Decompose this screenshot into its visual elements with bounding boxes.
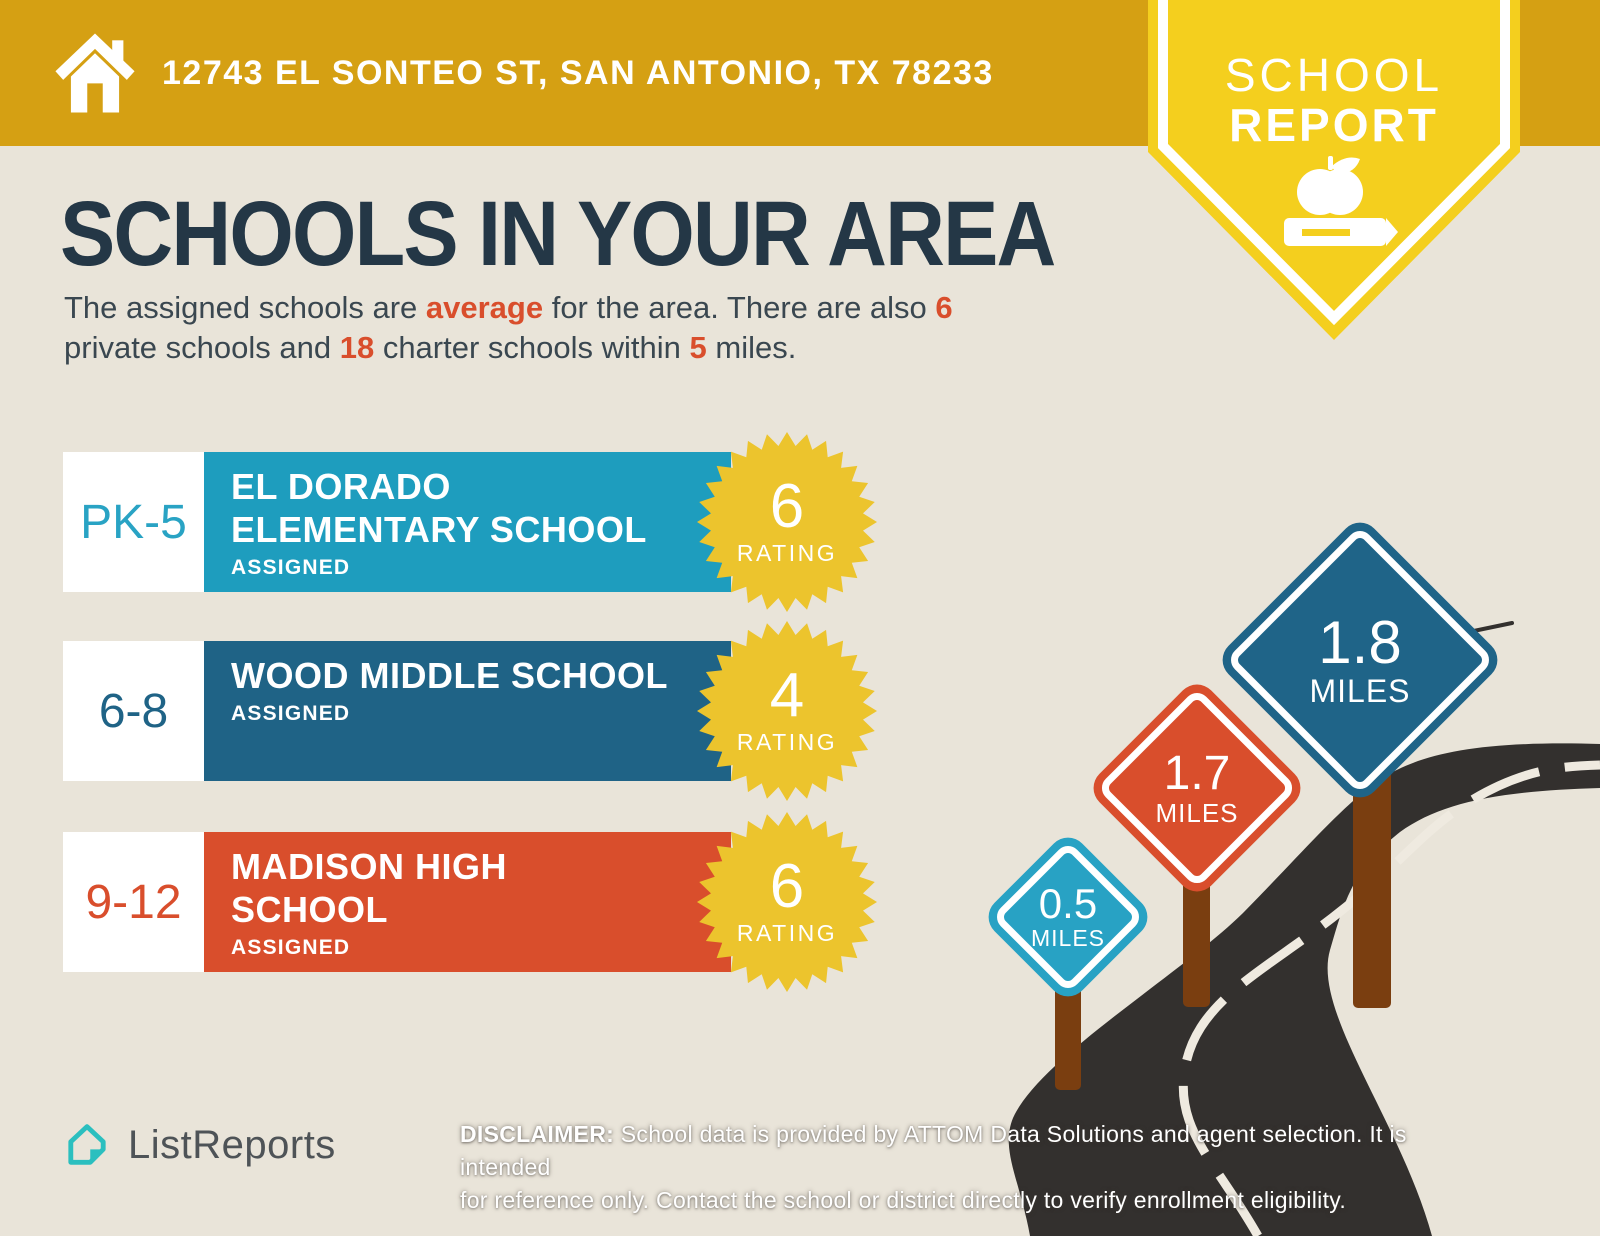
intro-text-part: for the area. There are also xyxy=(543,290,936,325)
school-row-elementary: PK-5 EL DORADO ELEMENTARY SCHOOL ASSIGNE… xyxy=(63,432,883,612)
road-surface xyxy=(1008,743,1600,1236)
assigned-label: ASSIGNED xyxy=(231,702,351,725)
grade-range: 9-12 xyxy=(63,832,204,972)
listreports-logo: ListReports xyxy=(60,1118,336,1172)
rating-badge-text: 4 RATING xyxy=(697,621,877,801)
home-icon xyxy=(55,33,135,113)
rating-value: 6 xyxy=(769,852,805,921)
grade-range: 6-8 xyxy=(63,641,204,781)
rating-badge: 4 RATING xyxy=(697,621,877,801)
intro-text: The assigned schools are average for the… xyxy=(64,288,953,368)
rating-badge-text: 6 RATING xyxy=(697,432,877,612)
rating-badge: 6 RATING xyxy=(697,432,877,612)
distance-value: 1.7 xyxy=(1163,746,1231,800)
ribbon-title-school: SCHOOL xyxy=(1224,49,1444,101)
rating-label: RATING xyxy=(736,729,838,755)
distance-unit: MILES xyxy=(1030,925,1106,952)
distance-sign-text: 1.7 MILES xyxy=(1118,709,1276,867)
intro-highlight-radius: 5 xyxy=(689,330,707,365)
rating-label: RATING xyxy=(736,540,838,566)
starburst-icon xyxy=(697,621,877,801)
intro-text-part: miles. xyxy=(706,330,797,365)
apple-on-book-icon xyxy=(1284,156,1398,246)
school-bar: WOOD MIDDLE SCHOOL ASSIGNED xyxy=(204,641,731,781)
school-bar: MADISON HIGH SCHOOL ASSIGNED xyxy=(204,832,731,972)
rating-label: RATING xyxy=(736,920,838,946)
disclaimer-text: DISCLAIMER: School data is provided by A… xyxy=(460,1118,1480,1217)
starburst-icon xyxy=(697,812,877,992)
intro-line-1: The assigned schools are average for the… xyxy=(64,288,953,328)
assigned-label: ASSIGNED xyxy=(231,936,351,959)
intro-highlight-average: average xyxy=(425,290,544,325)
intro-line-2: private schools and 18 charter schools w… xyxy=(64,328,953,368)
intro-highlight-private-count: 6 xyxy=(935,290,953,325)
address-bar-content: 12743 EL SONTEO ST, SAN ANTONIO, TX 7823… xyxy=(52,0,994,146)
road-center-line xyxy=(1178,760,1600,1236)
rating-value: 4 xyxy=(769,661,805,730)
assigned-label: ASSIGNED xyxy=(231,556,351,579)
school-name-line1: EL DORADO xyxy=(231,466,451,507)
page-title: SCHOOLS IN YOUR AREA xyxy=(60,183,1056,285)
intro-text-part: The assigned schools are xyxy=(64,290,426,325)
listreports-wordmark: ListReports xyxy=(128,1122,336,1167)
rating-value: 6 xyxy=(769,472,805,541)
distance-unit: MILES xyxy=(1155,797,1239,828)
distance-value: 0.5 xyxy=(1038,880,1098,928)
school-row-high: 9-12 MADISON HIGH SCHOOL ASSIGNED 6 RATI… xyxy=(63,812,883,992)
disclaimer-label: DISCLAIMER: xyxy=(460,1121,615,1147)
distance-sign-middle: 1.8 MILES xyxy=(1214,514,1506,806)
rating-badge-text: 6 RATING xyxy=(697,812,877,992)
school-report-ribbon: SCHOOL REPORT xyxy=(1148,0,1520,350)
ribbon-title-report: REPORT xyxy=(1229,99,1439,151)
distance-sign-text: 1.8 MILES xyxy=(1257,557,1463,763)
school-name-line2: ELEMENTARY SCHOOL xyxy=(231,509,647,550)
starburst-icon xyxy=(697,432,877,612)
distance-unit: MILES xyxy=(1309,672,1411,709)
school-name-line1: WOOD MIDDLE SCHOOL xyxy=(231,655,668,696)
distance-sign-text: 0.5 MILES xyxy=(1006,855,1130,979)
rating-badge: 6 RATING xyxy=(697,812,877,992)
intro-text-part: charter schools within xyxy=(374,330,690,365)
property-address: 12743 EL SONTEO ST, SAN ANTONIO, TX 7823… xyxy=(162,53,994,92)
disclaimer-line2: for reference only. Contact the school o… xyxy=(460,1187,1347,1213)
distance-value: 1.8 xyxy=(1318,608,1402,676)
school-row-middle: 6-8 WOOD MIDDLE SCHOOL ASSIGNED 4 RATING xyxy=(63,621,883,801)
disclaimer-line1: School data is provided by ATTOM Data So… xyxy=(460,1121,1407,1180)
listreports-house-icon xyxy=(68,1124,106,1165)
intro-highlight-charter-count: 18 xyxy=(339,330,375,365)
school-name-line2: SCHOOL xyxy=(231,889,389,930)
school-name-line1: MADISON HIGH xyxy=(231,846,507,887)
grade-range: PK-5 xyxy=(63,452,204,592)
school-bar: EL DORADO ELEMENTARY SCHOOL ASSIGNED xyxy=(204,452,731,592)
intro-text-part: private schools and xyxy=(64,330,340,365)
